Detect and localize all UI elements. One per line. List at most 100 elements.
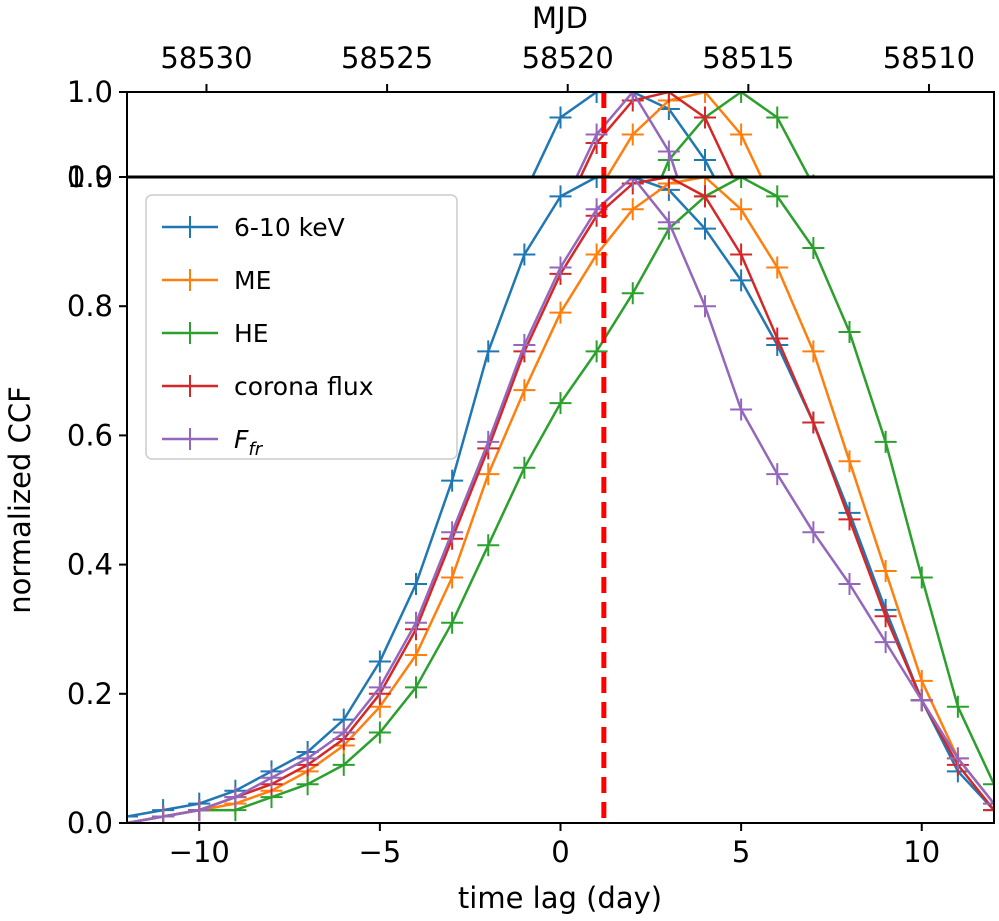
x-tick-label: 10 — [903, 835, 940, 869]
main-point-3-21 — [874, 605, 897, 628]
legend-swatch-marker — [179, 428, 201, 450]
inset-point-2-20 — [839, 285, 861, 307]
y-tick-label: 0.4 — [67, 548, 113, 582]
main-point-1-10 — [477, 463, 500, 486]
legend-label: corona flux — [234, 372, 374, 401]
main-point-4-2 — [188, 799, 211, 822]
inset-point-3-21 — [875, 659, 897, 681]
main-point-2-17 — [730, 177, 753, 188]
inset-point-2-4 — [261, 897, 283, 919]
inset-point-4-24 — [983, 906, 999, 921]
main-point-2-14 — [621, 282, 644, 305]
inset-point-2-8 — [405, 753, 427, 775]
inset-point-2-5 — [297, 880, 319, 902]
inset-point-0-16 — [694, 149, 716, 171]
inset-point-0-5 — [297, 838, 319, 860]
inset-point-0-1 — [152, 914, 174, 921]
inset-y-tick-label: 0.9 — [67, 160, 113, 194]
inset-point-0-22 — [911, 770, 933, 792]
main-point-3-16 — [694, 185, 716, 208]
inset-point-1-5 — [297, 863, 319, 885]
mjd-tick-label: 58530 — [160, 41, 252, 75]
main-point-0-7 — [368, 650, 391, 673]
inset-point-3-4 — [261, 880, 283, 902]
main-point-0-8 — [405, 572, 427, 595]
main-point-4-9 — [441, 521, 464, 544]
inset-point-2-10 — [477, 566, 499, 588]
y-tick-label: 0.2 — [67, 677, 113, 711]
main-point-4-14 — [621, 177, 644, 188]
main-point-1-16 — [694, 177, 716, 188]
main-point-4-6 — [332, 721, 355, 744]
main-point-2-9 — [441, 611, 464, 634]
main-point-2-18 — [766, 185, 789, 208]
y-axis-title: normalized CCF — [3, 386, 37, 614]
inset-point-4-3 — [224, 897, 246, 919]
main-point-0-12 — [549, 185, 572, 208]
inset-point-2-2 — [188, 914, 210, 921]
x-tick-label: 5 — [732, 835, 750, 869]
mjd-tick-label: 58520 — [522, 41, 614, 75]
inset-point-1-23 — [947, 846, 969, 868]
main-point-1-18 — [766, 256, 789, 279]
main-point-0-0 — [127, 805, 138, 823]
main-point-4-18 — [766, 463, 789, 486]
inset-point-3-5 — [297, 855, 319, 877]
inset-point-3-22 — [911, 770, 933, 792]
main-point-0-9 — [441, 469, 464, 492]
y-tick-label: 1.0 — [67, 160, 113, 194]
inset-point-2-9 — [441, 668, 463, 690]
legend-swatch-marker — [179, 216, 201, 238]
main-point-1-19 — [802, 340, 825, 363]
inset-point-3-24 — [983, 914, 999, 921]
main-point-2-20 — [838, 321, 861, 344]
main-point-4-17 — [730, 398, 753, 421]
inset-point-0-3 — [224, 889, 246, 911]
legend-label: Ffr — [234, 425, 264, 460]
inset-point-0-12 — [549, 106, 572, 129]
inset-point-4-4 — [261, 872, 283, 894]
legend-label: HE — [234, 319, 269, 348]
x-tick-label: −5 — [359, 835, 402, 869]
inset-point-2-17 — [730, 92, 753, 103]
inset-point-1-22 — [911, 744, 933, 766]
inset-point-4-7 — [369, 753, 391, 775]
inset-point-4-20 — [839, 617, 861, 639]
main-plot — [127, 177, 994, 823]
main-point-4-4 — [260, 766, 283, 789]
x-axis-title: time lag (day) — [458, 881, 662, 915]
main-point-2-24 — [983, 773, 994, 796]
inset-point-3-2 — [188, 914, 210, 921]
main-point-2-23 — [946, 695, 969, 718]
inset-point-2-24 — [983, 880, 999, 902]
inset-point-0-4 — [261, 863, 283, 885]
main-point-4-16 — [694, 295, 716, 318]
main-point-0-17 — [730, 269, 753, 292]
main-point-3-24 — [983, 799, 994, 822]
main-point-1-14 — [621, 198, 644, 221]
inset-point-3-3 — [224, 897, 246, 919]
main-point-2-12 — [549, 392, 572, 415]
inset-point-3-15 — [657, 92, 680, 103]
mjd-tick-label: 58510 — [883, 41, 975, 75]
inset-y-axis-ticks: 0.91.0 — [67, 75, 127, 194]
inset-point-1-17 — [730, 123, 753, 146]
main-point-4-19 — [802, 521, 825, 544]
main-point-4-8 — [405, 611, 427, 634]
inset-point-1-16 — [694, 92, 716, 103]
inset-point-1-2 — [188, 914, 210, 921]
main-point-0-11 — [513, 243, 536, 266]
main-point-1-17 — [730, 198, 753, 221]
main-point-3-15 — [657, 177, 680, 188]
inset-point-0-6 — [333, 795, 355, 817]
inset-point-1-8 — [405, 710, 427, 732]
legend: 6-10 keV ME HE corona flux Ffr — [145, 194, 458, 460]
legend-label: 6-10 keV — [234, 213, 345, 242]
legend-label: ME — [234, 266, 271, 295]
main-point-4-12 — [549, 256, 572, 279]
inset-point-1-14 — [621, 123, 644, 146]
inset-point-0-2 — [188, 906, 210, 921]
main-point-2-5 — [296, 773, 319, 796]
main-point-1-12 — [549, 301, 572, 324]
